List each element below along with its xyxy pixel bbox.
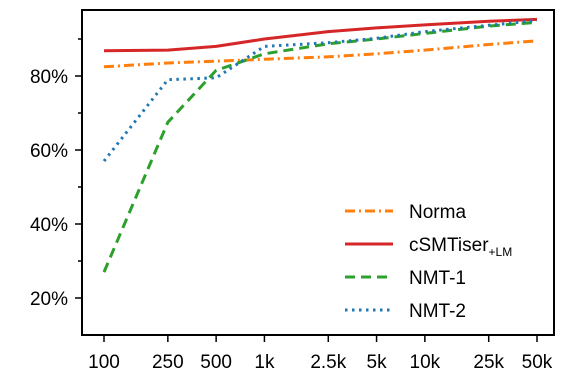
legend-label-text: cSMTiser bbox=[409, 235, 489, 256]
x-axis: 100 250 500 1k 2.5k 5k 10k 25k 50k bbox=[88, 335, 553, 373]
legend-label: NMT-2 bbox=[409, 301, 466, 322]
y-tick-label: 80% bbox=[30, 67, 68, 88]
x-tick-label: 250 bbox=[152, 352, 184, 373]
legend-label-subscript: +LM bbox=[489, 245, 513, 259]
series-line-norma bbox=[103, 39, 538, 69]
series-line-nmt-2 bbox=[102, 19, 538, 163]
x-tick-label: 50k bbox=[522, 352, 553, 373]
y-tick-label: 20% bbox=[30, 289, 68, 310]
x-tick-label: 2.5k bbox=[310, 352, 346, 373]
x-tick-label: 500 bbox=[200, 352, 232, 373]
series-layer bbox=[102, 17, 538, 273]
x-tick-label: 25k bbox=[473, 352, 504, 373]
x-tick-label: 5k bbox=[367, 352, 388, 373]
x-tick-label: 10k bbox=[410, 352, 441, 373]
y-axis: 20% 40% 60% 80% bbox=[30, 38, 82, 310]
legend: Norma cSMTiser+LM NMT-1 NMT-2 bbox=[345, 202, 512, 322]
legend-label-text: NMT-2 bbox=[409, 301, 466, 322]
legend-label-text: Norma bbox=[409, 202, 466, 223]
series-line-csmtiser bbox=[103, 17, 538, 53]
x-tick-label: 1k bbox=[254, 352, 275, 373]
y-tick-label: 40% bbox=[30, 215, 68, 236]
legend-label: Norma bbox=[409, 202, 466, 223]
y-tick-label: 60% bbox=[30, 141, 68, 162]
legend-label: NMT-1 bbox=[409, 268, 466, 289]
legend-label-text: NMT-1 bbox=[409, 268, 466, 289]
legend-label: cSMTiser+LM bbox=[409, 235, 512, 259]
plot-frame bbox=[81, 9, 555, 336]
x-tick-label: 100 bbox=[88, 352, 120, 373]
